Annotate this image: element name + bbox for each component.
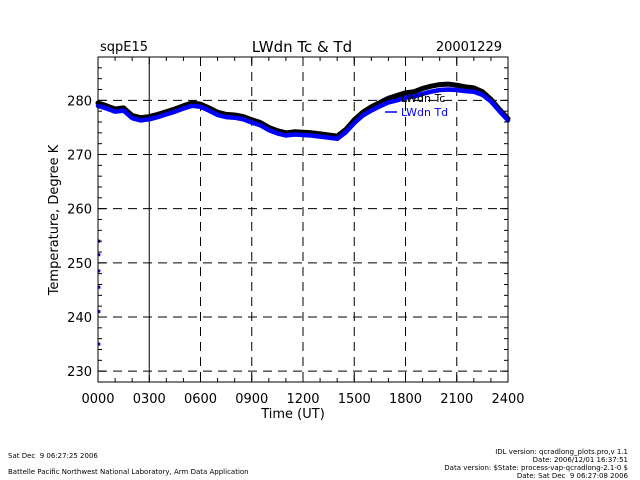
outlier-point	[97, 310, 101, 314]
outlier-point	[97, 269, 101, 273]
y-tick-label: 280	[67, 94, 92, 109]
y-tick-label: 270	[67, 149, 92, 164]
axis-ticks: 0000 0300 0600 0900 1200 1500 1800 2100 2400 230 2…	[67, 56, 525, 407]
series-lines	[95, 81, 511, 142]
footer-date: Date: 2006/12/01 16:37:51	[532, 456, 628, 464]
x-tick-label: 0300	[133, 392, 166, 407]
footer-data-version: Data version: $State: process-vap-qcradl…	[444, 464, 628, 472]
x-axis-label: Time (UT)	[260, 407, 325, 422]
grid-lines	[98, 57, 508, 382]
series-line-td	[95, 87, 511, 142]
footer-organization: Battelle Pacific Northwest National Labo…	[8, 468, 249, 476]
y-tick-label: 260	[67, 203, 92, 218]
legend-label-tc: LWdn Tc	[401, 92, 445, 105]
x-tick-label: 0600	[184, 392, 217, 407]
outlier-point	[97, 342, 101, 346]
series-line-tc	[95, 81, 511, 139]
x-tick-label: 2100	[440, 392, 473, 407]
chart-title: LWdn Tc & Td	[252, 38, 352, 56]
y-tick-label: 230	[67, 365, 92, 380]
x-tick-label: 0900	[235, 392, 268, 407]
x-tick-label: 1800	[389, 392, 422, 407]
footer-idl-version: IDL version: qcradlong_plots.pro,v 1.1	[495, 448, 628, 456]
footer-date-run: Date: Sat Dec 9 06:27:08 2006	[516, 472, 628, 480]
date-label: 20001229	[436, 40, 502, 55]
y-tick-label: 250	[67, 257, 92, 272]
site-label: sqpE15	[100, 40, 148, 55]
legend: LWdn Tc LWdn Td	[385, 92, 448, 119]
y-axis-label: Temperature, Degree K	[47, 144, 62, 296]
legend-label-td: LWdn Td	[401, 106, 448, 119]
x-tick-label: 1200	[286, 392, 319, 407]
x-tick-label: 2400	[491, 392, 524, 407]
outlier-point	[97, 285, 101, 289]
outlier-point	[97, 253, 101, 257]
x-tick-label: 1500	[338, 392, 371, 407]
y-tick-label: 240	[67, 311, 92, 326]
x-tick-label: 0000	[81, 392, 114, 407]
footer-timestamp: Sat Dec 9 06:27:25 2006	[8, 452, 98, 460]
